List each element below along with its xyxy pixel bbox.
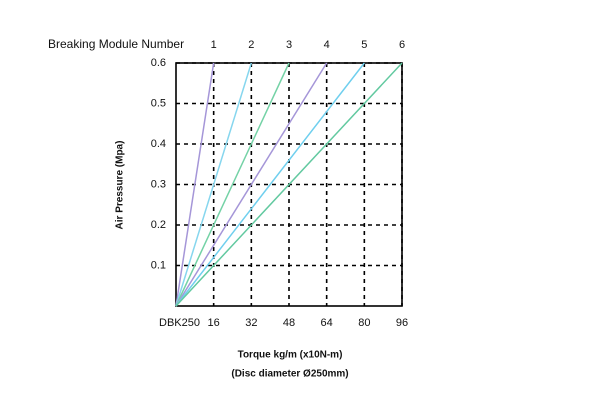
y-tick-label: 0.5 — [151, 97, 166, 109]
series-line — [175, 62, 253, 307]
module-number-label: 2 — [248, 39, 254, 51]
module-number-label: 3 — [286, 39, 292, 51]
module-number-label: 1 — [211, 39, 217, 51]
x-origin-label: DBK250 — [159, 317, 200, 329]
y-tick-label: 0.3 — [151, 178, 166, 190]
x-tick-label: 16 — [208, 317, 220, 329]
x-tick-label: 64 — [321, 317, 333, 329]
chart-title: Breaking Module Number — [48, 37, 184, 51]
y-tick-label: 0.6 — [151, 57, 166, 69]
y-tick-label: 0.4 — [151, 138, 166, 150]
y-tick-label: 0.2 — [151, 219, 166, 231]
y-axis-label: Air Pressure (Mpa) — [115, 141, 126, 230]
module-number-label: 5 — [361, 39, 367, 51]
series-line — [175, 62, 215, 307]
series-line — [175, 62, 328, 307]
series-line — [175, 62, 290, 307]
x-tick-label: 96 — [396, 317, 408, 329]
x-axis-label: Torque kg/m (x10N-m) — [238, 350, 343, 361]
x-axis-label: (Disc diameter Ø250mm) — [231, 369, 348, 380]
module-number-label: 4 — [324, 39, 330, 51]
series-line — [175, 62, 365, 307]
x-tick-label: 80 — [358, 317, 370, 329]
x-tick-label: 48 — [283, 317, 295, 329]
y-tick-label: 0.1 — [151, 259, 166, 271]
series-line — [175, 62, 403, 307]
module-number-label: 6 — [399, 39, 405, 51]
x-tick-label: 32 — [245, 317, 257, 329]
